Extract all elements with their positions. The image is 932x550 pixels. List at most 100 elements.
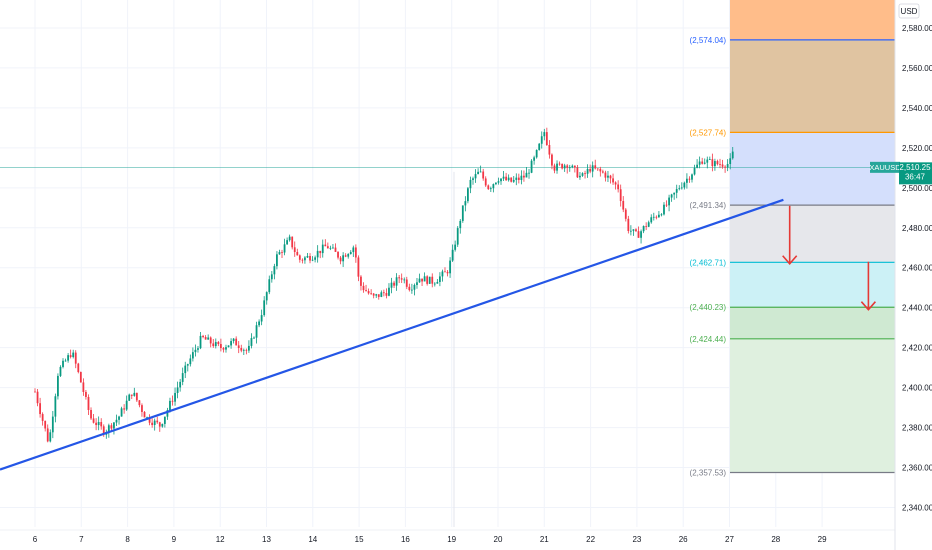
- price-tick-label: 2,440.00: [902, 304, 932, 313]
- candle-body: [148, 417, 151, 423]
- candle-body: [701, 161, 704, 164]
- time-axis[interactable]: 6 7 8 9 12 13 14 15 16 19 20 21 22 23 26 27 28 29: [0, 529, 895, 544]
- candle-body: [74, 352, 77, 364]
- candle-body: [589, 168, 592, 172]
- candle-body: [253, 337, 255, 339]
- candle-body: [334, 247, 337, 252]
- candle-body: [278, 252, 281, 255]
- candle-body: [232, 338, 235, 342]
- candle-body: [469, 179, 472, 189]
- candle-body: [133, 392, 136, 396]
- candle-body: [708, 159, 711, 160]
- candle-body: [714, 161, 716, 167]
- candle-body: [632, 229, 635, 231]
- candle-body: [138, 400, 141, 406]
- candle-body: [191, 352, 194, 359]
- candle-body: [543, 132, 546, 137]
- candle-body: [413, 284, 416, 290]
- candle-body: [242, 349, 245, 351]
- candle-body: [525, 172, 528, 178]
- price-tick-label: 2,460.00: [902, 264, 932, 273]
- trendline[interactable]: [0, 198, 784, 471]
- candle-body: [548, 145, 551, 155]
- currency-label: USD: [901, 7, 918, 16]
- fib-level-lines: [730, 39, 895, 474]
- time-tick-label: 20: [494, 535, 503, 544]
- candle-body: [691, 174, 693, 180]
- candle-body: [576, 167, 579, 178]
- candle-body: [533, 157, 536, 161]
- candle-body: [477, 171, 479, 175]
- candle-body: [174, 392, 176, 402]
- down-arrow-head: [860, 301, 877, 311]
- price-tick-label: 2,480.00: [902, 224, 932, 233]
- currency-box[interactable]: [898, 3, 920, 19]
- candle-body: [34, 391, 36, 393]
- candle-body: [520, 175, 523, 180]
- candle-body: [530, 160, 533, 173]
- fib-level-label: (2,424.44): [690, 335, 727, 344]
- candle-body: [113, 422, 115, 429]
- candle-body: [153, 420, 156, 425]
- candle-body: [561, 164, 564, 169]
- candle-body: [64, 360, 67, 362]
- candlestick-series[interactable]: [34, 127, 734, 443]
- last-price-badge[interactable]: XAUUSD 2,510.25 36:47: [869, 161, 932, 185]
- candle-body: [612, 178, 614, 183]
- candle-body: [645, 226, 648, 227]
- candle-body: [49, 432, 52, 442]
- candle-body: [380, 292, 383, 297]
- candle-body: [304, 257, 306, 261]
- candle-body: [484, 178, 487, 186]
- fib-level-label: (2,574.04): [690, 36, 727, 45]
- candle-body: [418, 278, 421, 283]
- candle-body: [263, 300, 266, 316]
- candle-body: [128, 394, 131, 401]
- candle-body: [329, 247, 332, 249]
- time-tick-label: 23: [632, 535, 641, 544]
- candle-body: [135, 392, 138, 401]
- last-price-value: 2,510.25: [899, 163, 931, 172]
- candle-body: [357, 257, 360, 277]
- candle-body: [502, 176, 505, 179]
- candle-body: [558, 163, 561, 165]
- candle-body: [729, 158, 732, 165]
- fib-level-label: (2,491.34): [690, 201, 727, 210]
- candle-body: [568, 167, 571, 169]
- candle-body: [551, 154, 553, 166]
- time-tick-label: 8: [125, 535, 130, 544]
- candle-body: [507, 177, 510, 181]
- candle-body: [204, 337, 207, 340]
- symbol-badge: XAUUSD: [869, 163, 901, 172]
- candle-body: [675, 189, 678, 193]
- candle-body: [688, 178, 691, 180]
- candle-body: [227, 345, 230, 348]
- candle-body: [492, 184, 495, 189]
- candle-body: [260, 315, 263, 322]
- candle-body: [72, 352, 75, 358]
- candle-body: [321, 244, 324, 254]
- candle-body: [163, 416, 166, 424]
- candle-body: [95, 422, 98, 426]
- price-axis[interactable]: USD 2,580.00 2,560.00 2,540.00 2,520.00 2,50…: [894, 0, 932, 550]
- candle-body: [637, 231, 640, 238]
- candle-body: [235, 338, 238, 346]
- candle-body: [339, 257, 342, 262]
- candle-body: [515, 177, 518, 180]
- candle-body: [225, 347, 227, 350]
- candle-body: [528, 172, 530, 174]
- candle-body: [647, 222, 650, 227]
- candle-body: [39, 403, 41, 415]
- candle-body: [724, 166, 727, 168]
- candle-body: [510, 177, 513, 182]
- candle-body: [601, 171, 604, 173]
- candle-body: [652, 216, 655, 218]
- time-tick-label: 12: [216, 535, 225, 544]
- candle-body: [230, 341, 232, 346]
- candle-body: [591, 165, 594, 172]
- candle-body: [79, 372, 82, 383]
- candle-body: [553, 165, 556, 171]
- candle-body: [176, 387, 179, 393]
